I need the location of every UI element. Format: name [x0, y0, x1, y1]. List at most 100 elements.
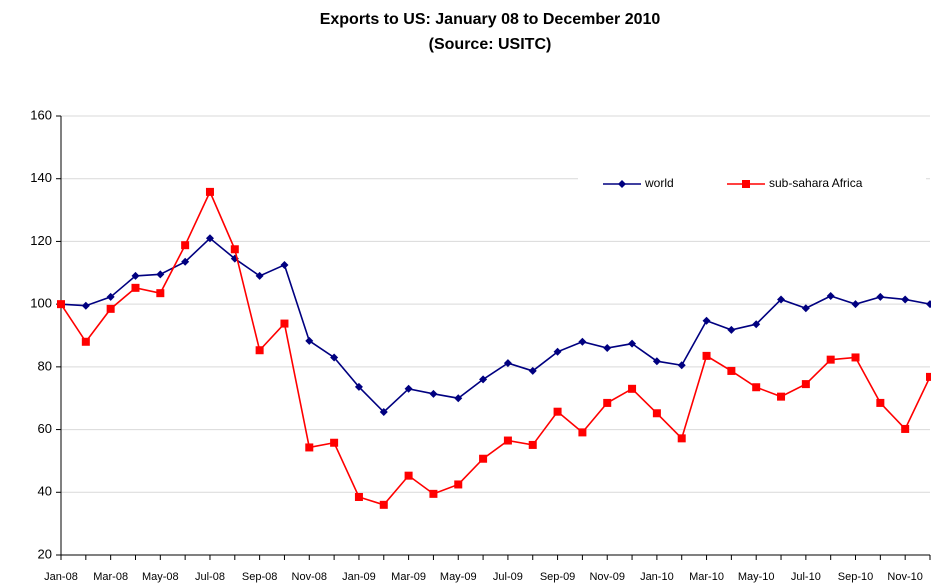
data-point	[379, 408, 388, 417]
chart-title: Exports to US: January 08 to December 20…	[320, 11, 661, 28]
y-tick-label: 60	[38, 421, 52, 436]
x-tick-label: May-08	[142, 571, 179, 583]
y-tick-label: 80	[38, 358, 52, 373]
x-tick-label: Nov-09	[589, 571, 624, 583]
data-point	[429, 489, 438, 498]
data-point	[926, 300, 931, 309]
data-point	[553, 407, 562, 416]
data-point	[801, 380, 810, 389]
data-point	[777, 295, 786, 304]
data-point	[429, 389, 438, 398]
data-point	[57, 300, 65, 309]
data-point	[677, 434, 686, 443]
data-point	[131, 283, 140, 292]
data-point	[603, 344, 612, 353]
data-point	[926, 372, 931, 381]
data-point	[652, 357, 661, 366]
data-point	[181, 257, 190, 266]
data-point	[330, 438, 339, 447]
data-point	[901, 295, 910, 304]
data-point	[156, 270, 165, 279]
data-point	[876, 292, 885, 301]
data-point	[479, 375, 488, 384]
data-point	[479, 454, 488, 463]
series-line	[60, 189, 931, 506]
data-point	[677, 361, 686, 370]
data-point	[354, 492, 363, 501]
data-point	[205, 187, 214, 196]
x-tick-label: Sep-09	[540, 571, 575, 583]
x-tick-label: Mar-08	[93, 571, 128, 583]
data-point	[578, 428, 587, 437]
data-point	[503, 436, 512, 445]
data-point	[752, 383, 761, 392]
data-point	[652, 409, 661, 418]
data-point	[528, 366, 537, 375]
x-tick-label: Jul-08	[195, 571, 225, 583]
data-point	[280, 319, 289, 328]
legend-label: world	[644, 176, 674, 190]
data-point	[702, 316, 711, 325]
data-point	[901, 424, 910, 433]
data-point	[752, 320, 761, 329]
data-point	[131, 271, 140, 280]
legend-label: sub-sahara Africa	[769, 176, 863, 190]
x-tick-label: Nov-08	[292, 571, 327, 583]
y-tick-label: 20	[38, 546, 52, 561]
data-point	[106, 304, 115, 313]
data-point	[851, 353, 860, 362]
x-tick-label: Jan-10	[640, 571, 674, 583]
data-point	[106, 292, 115, 301]
data-point	[305, 443, 314, 452]
y-tick-label: 100	[30, 296, 52, 311]
data-point	[255, 346, 264, 355]
data-point	[354, 382, 363, 391]
data-point	[578, 337, 587, 346]
x-tick-label: Sep-08	[242, 571, 277, 583]
y-tick-label: 120	[30, 233, 52, 248]
data-point	[528, 440, 537, 449]
data-point	[404, 471, 413, 480]
data-point	[181, 241, 190, 250]
data-point	[777, 392, 786, 401]
y-tick-label: 40	[38, 484, 52, 499]
x-tick-label: Jan-09	[342, 571, 376, 583]
data-point	[255, 271, 264, 280]
data-point	[503, 359, 512, 368]
x-tick-label: Sep-10	[838, 571, 873, 583]
data-point	[305, 336, 314, 345]
data-point	[628, 339, 637, 348]
chart-subtitle: (Source: USITC)	[429, 36, 552, 53]
data-point	[826, 355, 835, 364]
data-point	[826, 291, 835, 300]
series-line	[60, 237, 931, 414]
data-point	[280, 260, 289, 269]
x-tick-label: Mar-09	[391, 571, 426, 583]
x-tick-label: May-10	[738, 571, 775, 583]
data-point	[702, 351, 711, 360]
data-point	[801, 304, 810, 313]
data-point	[727, 366, 736, 375]
data-point	[454, 394, 463, 403]
legend-marker	[618, 180, 626, 188]
data-point	[404, 384, 413, 393]
x-tick-label: Jul-10	[791, 571, 821, 583]
data-point	[156, 289, 165, 298]
data-point	[553, 347, 562, 356]
data-point	[205, 234, 214, 243]
data-point	[851, 300, 860, 309]
data-point	[81, 301, 90, 310]
data-point	[230, 245, 239, 254]
data-point	[603, 398, 612, 407]
data-point	[876, 398, 885, 407]
y-tick-label: 140	[30, 170, 52, 185]
x-tick-label: Jan-08	[44, 571, 78, 583]
data-point	[454, 480, 463, 489]
data-point	[727, 325, 736, 334]
legend-marker	[742, 180, 750, 188]
x-tick-label: Mar-10	[689, 571, 724, 583]
data-point	[330, 353, 339, 362]
x-tick-label: Nov-10	[887, 571, 922, 583]
y-tick-label: 160	[30, 107, 52, 122]
